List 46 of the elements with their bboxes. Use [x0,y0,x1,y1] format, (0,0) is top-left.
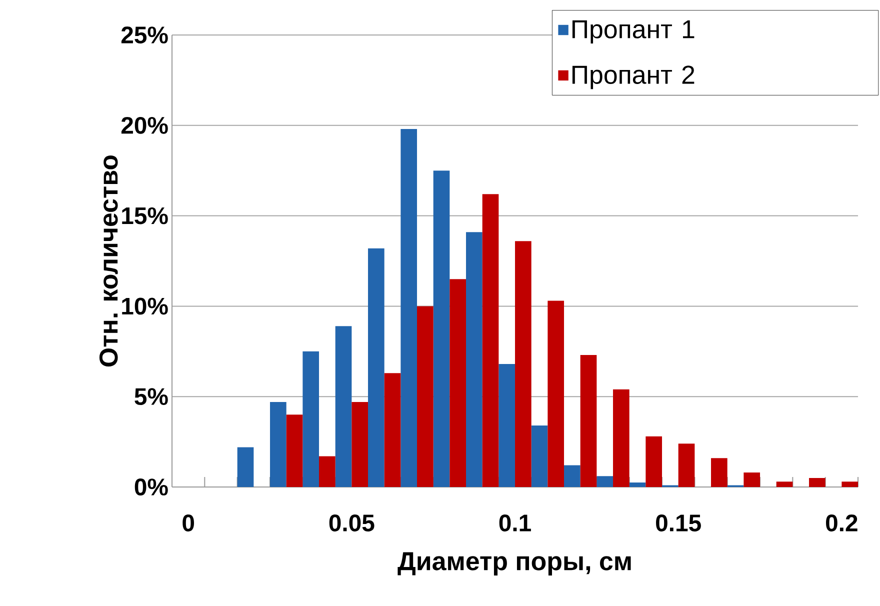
bar [596,476,614,487]
legend-label: Пропант 1 [572,20,694,44]
bar [466,232,482,487]
bar [842,482,858,487]
bar [564,465,580,487]
bar [776,482,793,487]
bar [433,170,450,487]
bar [711,458,728,487]
bar [417,306,434,487]
y-tick-label: 10% [122,298,168,315]
y-tick-label: 20% [121,116,168,134]
bar [498,364,516,487]
bar [319,456,336,487]
y-tick-label: 0% [134,478,168,496]
bar [335,326,352,487]
y-tick-label: 25% [121,26,168,44]
bar [286,414,303,487]
bar [352,402,368,487]
bar [384,373,401,487]
bar [270,402,286,487]
bar [613,389,630,487]
legend-label: Пропант 2 [572,66,694,90]
bar [515,241,532,487]
bar [482,194,499,487]
x-tick-label: 0.05 [329,514,374,532]
y-tick-label: 5% [134,388,168,406]
x-tick-label: 0.15 [656,514,701,532]
bar [237,447,254,487]
bar [368,248,384,487]
x-tick-label: 0 [182,514,194,532]
bar [548,300,564,487]
bar [302,351,320,487]
y-axis-title: Отн. количество [99,155,118,366]
y-tick-label: 15% [122,207,168,224]
x-tick-label: 0.1 [499,514,531,532]
bar [678,444,695,487]
x-axis-title: Диаметр поры, см [398,552,631,576]
bar [809,478,826,487]
bar [450,279,466,487]
bar [744,472,760,487]
x-tick-label: 0.2 [826,514,858,532]
bar [629,482,646,487]
bar [646,436,662,487]
bar [580,355,597,487]
bar [531,426,548,487]
bar [400,129,418,487]
